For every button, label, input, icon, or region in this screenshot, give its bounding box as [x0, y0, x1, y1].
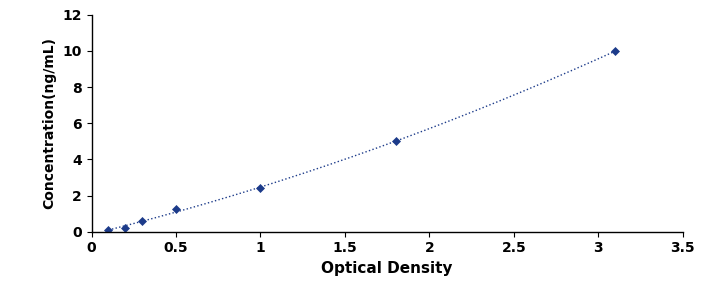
Y-axis label: Concentration(ng/mL): Concentration(ng/mL) [43, 37, 57, 209]
X-axis label: Optical Density: Optical Density [322, 261, 453, 276]
